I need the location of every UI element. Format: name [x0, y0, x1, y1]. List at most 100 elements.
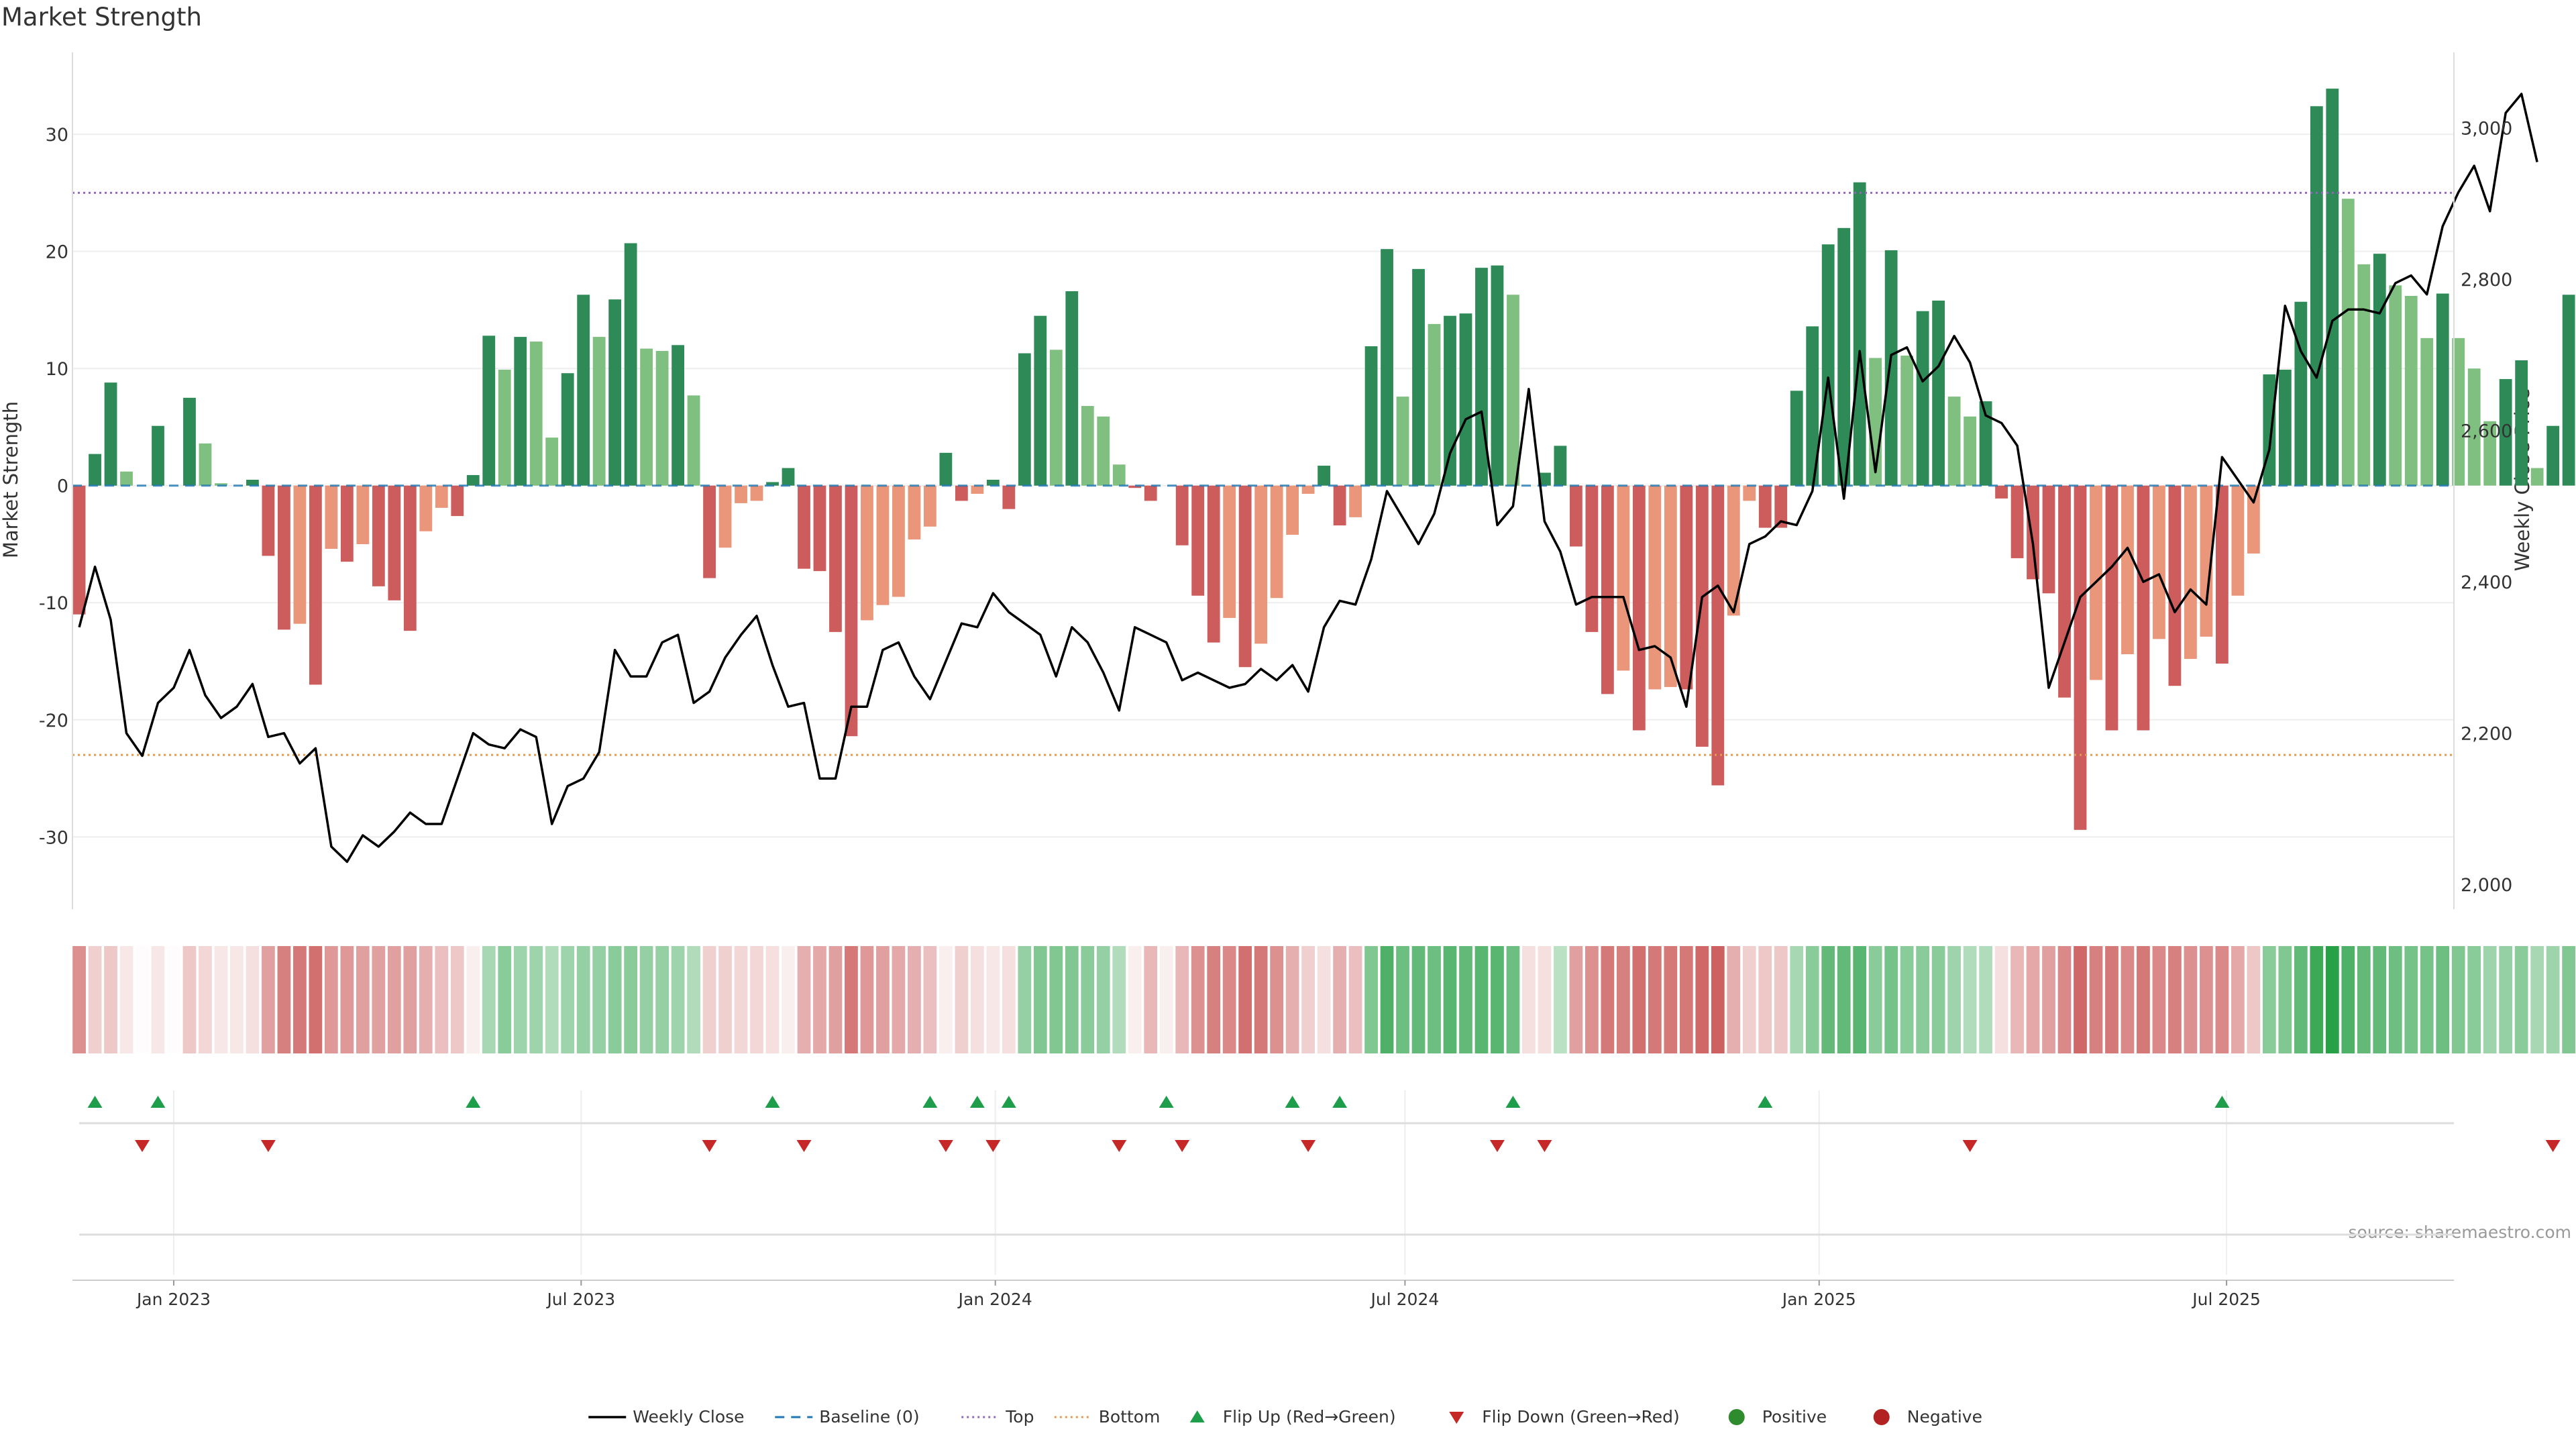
- heat-strip-cell: [908, 946, 921, 1053]
- heat-strip-cell: [1002, 946, 1016, 1053]
- strength-bar: [2326, 89, 2339, 486]
- flip-down-marker: [1175, 1140, 1190, 1152]
- heat-strip-cell: [2042, 946, 2055, 1053]
- strength-bar: [1381, 249, 1393, 486]
- legend-item-negative: Negative: [1873, 1407, 1982, 1427]
- strength-bar: [1428, 323, 1441, 486]
- heat-strip-cell: [797, 946, 811, 1053]
- heat-strip-cell: [1506, 946, 1520, 1053]
- strength-bar: [1412, 268, 1425, 486]
- legend: Weekly Close Baseline (0) Top Bottom Flip Up…: [588, 1407, 1982, 1427]
- strength-bar: [1491, 265, 1504, 486]
- heat-strip-cell: [1175, 946, 1189, 1053]
- strength-bar: [1538, 472, 1551, 486]
- source-label: source: sharemaestro.com: [2349, 1223, 2572, 1242]
- heat-strip-cell: [955, 946, 969, 1053]
- heat-strip-cell: [1474, 946, 1489, 1053]
- heat-strip-cell: [765, 946, 780, 1053]
- strength-bar: [419, 485, 433, 531]
- heat-strip-cell: [136, 946, 149, 1053]
- heat-strip-cell: [1742, 946, 1756, 1053]
- heat-strip-cell: [325, 946, 338, 1053]
- heat-strip-cell: [750, 946, 763, 1053]
- heat-strip-cell: [1396, 946, 1409, 1053]
- strength-bar: [2357, 264, 2371, 486]
- strength-bar: [2200, 485, 2213, 637]
- flip-down-marker: [938, 1140, 953, 1152]
- y2-tick-label: 3,000: [2461, 119, 2512, 140]
- strength-bar: [924, 485, 936, 527]
- strength-bar: [1964, 416, 1976, 486]
- x-tick-label: Jul 2025: [2191, 1290, 2261, 1309]
- legend-item-positive: Positive: [1728, 1407, 1827, 1427]
- strength-bar: [2121, 485, 2134, 655]
- strength-bar: [246, 480, 259, 486]
- strength-bar: [1916, 311, 1929, 486]
- flip-up-marker: [922, 1096, 938, 1108]
- strength-bar: [199, 443, 212, 486]
- heat-strip-cell: [1049, 946, 1063, 1053]
- strength-bar: [892, 485, 905, 597]
- heat-strip: [72, 946, 2575, 1053]
- strength-bar: [514, 337, 527, 486]
- heat-strip-cell: [2310, 946, 2324, 1053]
- strength-bar: [1270, 485, 1283, 599]
- heat-strip-cell: [2121, 946, 2135, 1053]
- strength-bar: [2420, 338, 2434, 486]
- y-tick-label: 20: [46, 242, 68, 263]
- strength-bar: [482, 335, 496, 486]
- heat-strip-cell: [2231, 946, 2245, 1053]
- strength-bar: [876, 485, 890, 605]
- strength-bar: [592, 337, 606, 486]
- heat-strip-cell: [1963, 946, 1977, 1053]
- x-tick-label: Jan 2025: [1781, 1290, 1856, 1309]
- strength-bar: [293, 485, 307, 624]
- strength-bar: [655, 351, 669, 486]
- strength-bar: [577, 295, 590, 486]
- heat-strip-cell: [1380, 946, 1394, 1053]
- heat-strip-cell: [1348, 946, 1362, 1053]
- strength-bar: [1821, 244, 1835, 486]
- strength-bar: [1002, 485, 1016, 509]
- lines-layer: [72, 93, 2538, 864]
- heat-strip-cell: [1947, 946, 1961, 1053]
- heat-strip-cell: [1884, 946, 1898, 1053]
- heat-strip-cell: [1096, 946, 1110, 1053]
- strength-bar: [435, 485, 448, 508]
- legend-item-flip-down: Flip Down (Green→Red): [1449, 1407, 1680, 1427]
- heat-strip-cell: [199, 946, 212, 1053]
- heat-strip-cell: [1270, 946, 1283, 1053]
- legend-swatch: [1189, 1410, 1205, 1422]
- strength-bar: [388, 485, 401, 601]
- heat-strip-cell: [1916, 946, 1929, 1053]
- strength-bar: [1727, 485, 1740, 616]
- strength-bar: [1774, 485, 1788, 528]
- x-tick-label: Jan 2024: [957, 1290, 1032, 1309]
- heat-strip-cell: [1774, 946, 1788, 1053]
- heat-strip-cell: [1616, 946, 1630, 1053]
- strength-bar: [1979, 401, 1992, 486]
- strength-bar: [1664, 485, 1677, 687]
- bars-layer: [72, 89, 2575, 830]
- flip-up-marker: [765, 1096, 780, 1108]
- strength-bar: [498, 369, 511, 486]
- heat-strip-cell: [782, 946, 795, 1053]
- strength-bar: [1507, 295, 1519, 486]
- strength-bar: [2168, 485, 2182, 686]
- strength-bar: [955, 485, 968, 501]
- strength-bar: [2137, 485, 2150, 731]
- legend-label: Negative: [1907, 1407, 1982, 1427]
- heat-strip-cell: [1333, 946, 1346, 1053]
- heat-strip-cell: [214, 946, 228, 1053]
- y2-tick-label: 2,600: [2461, 421, 2512, 442]
- heat-strip-cell: [813, 946, 826, 1053]
- weekly-close-line: [78, 93, 2538, 864]
- strength-bar: [262, 485, 275, 556]
- strength-bar: [561, 373, 574, 486]
- heat-strip-cell: [1679, 946, 1693, 1053]
- flip-markers: [79, 1096, 2561, 1236]
- heat-strip-cell: [2514, 946, 2528, 1053]
- legend-label: Top: [1005, 1407, 1034, 1427]
- y-tick-label: -30: [39, 827, 68, 848]
